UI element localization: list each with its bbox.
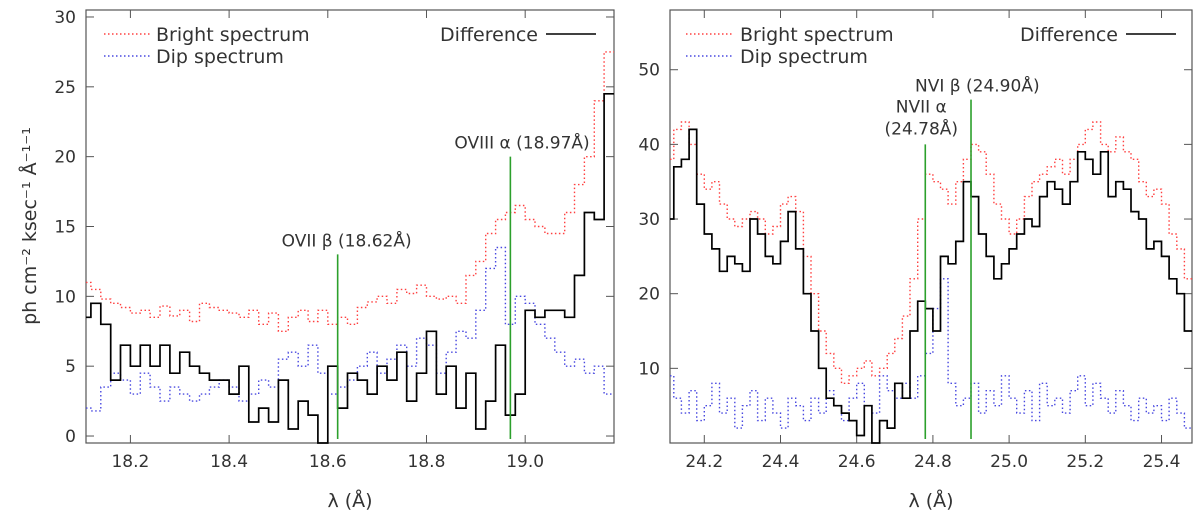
left-series-difference: [86, 92, 614, 444]
left-y-tick-label: 25: [54, 78, 76, 98]
left-panel: 18.2 18.4 18.6 18.8 19.0 0 5 10 15 20 25 30 OVII β …: [18, 8, 615, 512]
right-x-tick-label: 24.6: [838, 452, 876, 472]
right-series-bright-spectrum: [670, 121, 1192, 384]
right-panel: 24.2 24.4 24.6 24.8 25.0 25.2 25.4 10 20 30 40 50 N…: [638, 9, 1193, 512]
left-y-tick-label: 0: [65, 427, 76, 447]
right-y-tick-label: 50: [638, 61, 660, 81]
right-y-tick-label: 20: [638, 285, 660, 305]
right-x-tick-label: 25.4: [1143, 452, 1181, 472]
left-y-tick-label: 20: [54, 148, 76, 168]
left-series-dip-spectrum: [86, 246, 614, 412]
left-y-axis-label: ph cm⁻² ksec⁻¹ Å⁻¹⁻¹: [18, 127, 41, 325]
left-legend-difference-label: Difference: [440, 24, 538, 46]
left-ticks: 18.2 18.4 18.6 18.8 19.0 0 5 10 15 20 25 30: [54, 8, 614, 472]
right-x-tick-label: 24.4: [762, 452, 800, 472]
right-annotation-label: NVI β (24.90Å): [915, 75, 1040, 97]
right-x-tick-label: 24.8: [914, 452, 952, 472]
left-series-bright-spectrum: [86, 51, 614, 332]
right-plot-frame: [669, 9, 1193, 444]
right-legend-difference-label: Difference: [1020, 24, 1118, 46]
left-x-axis-label: λ (Å): [327, 489, 372, 512]
left-annotation-label: OVII β (18.62Å): [282, 229, 412, 251]
right-x-tick-label: 25.0: [990, 452, 1028, 472]
right-y-tick-label: 10: [638, 359, 660, 379]
right-x-axis-label: λ (Å): [908, 489, 953, 512]
right-legend-bright-label: Bright spectrum: [740, 24, 894, 46]
left-y-tick-label: 15: [54, 218, 76, 238]
left-annotation-label: OVIII α (18.97Å): [454, 132, 589, 154]
right-annotation-label: NVII α: [896, 97, 947, 117]
left-x-tick-label: 19.0: [506, 452, 544, 472]
left-y-tick-label: 30: [54, 8, 76, 28]
right-y-tick-label: 30: [638, 210, 660, 230]
left-legend-bright-label: Bright spectrum: [156, 24, 310, 46]
right-x-tick-label: 25.2: [1066, 452, 1104, 472]
right-legend-dip-label: Dip spectrum: [740, 46, 868, 68]
right-y-tick-label: 40: [638, 135, 660, 155]
left-legend-dip-label: Dip spectrum: [156, 46, 284, 68]
right-ticks: 24.2 24.4 24.6 24.8 25.0 25.2 25.4 10 20 30 40 50: [638, 10, 1192, 472]
left-x-tick-label: 18.8: [408, 452, 446, 472]
right-x-tick-label: 24.2: [685, 452, 723, 472]
right-annotation-layer: NVII α(24.78Å) NVI β (24.90Å): [885, 75, 1040, 439]
left-x-tick-label: 18.6: [309, 452, 347, 472]
right-series-difference: [670, 128, 1192, 444]
right-legend: Bright spectrum Dip spectrum Difference: [686, 24, 1176, 68]
right-series-dip-spectrum: [670, 278, 1192, 429]
right-annotation-label-line2: (24.78Å): [885, 117, 959, 139]
right-series-layer: [670, 121, 1192, 444]
left-y-tick-label: 5: [65, 357, 76, 377]
left-legend: Bright spectrum Dip spectrum Difference: [104, 24, 596, 68]
left-x-tick-label: 18.2: [111, 452, 149, 472]
left-x-tick-label: 18.4: [210, 452, 248, 472]
left-y-tick-label: 10: [54, 287, 76, 307]
left-annotation-layer: OVII β (18.62Å) OVIII α (18.97Å): [282, 132, 590, 439]
left-series-layer: [86, 51, 614, 444]
